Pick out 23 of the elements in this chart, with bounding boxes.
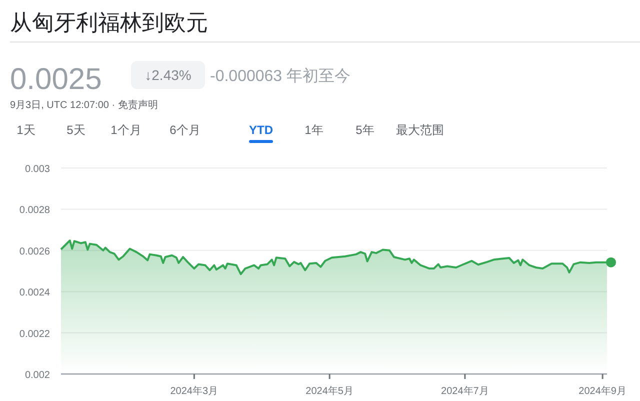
text: 最大范围	[396, 123, 444, 137]
y-tick-label: 0.0022	[19, 328, 50, 340]
text: 6个月	[170, 123, 200, 137]
x-tick-label: 2024年3月	[170, 385, 218, 397]
text: 1天	[16, 123, 36, 137]
text: -0.000063 年初至今	[210, 67, 351, 85]
text: ↓2.43%	[144, 67, 192, 83]
y-tick-label: 0.0028	[19, 205, 50, 216]
text: 5年	[356, 123, 374, 137]
chart-title: 从匈牙利福林到欧元	[10, 10, 208, 35]
text: 0.0025	[10, 63, 102, 96]
y-tick-label: 0.0024	[19, 288, 50, 299]
text: 1个月	[110, 123, 142, 137]
y-tick-label: 0.002	[24, 370, 50, 381]
y-tick-label: 0.003	[24, 164, 50, 175]
text: 5天	[66, 123, 86, 137]
y-tick-label: 0.0026	[19, 246, 50, 258]
text: 1年	[304, 123, 324, 137]
text: 9月3日, UTC 12:07:00 · 免责声明	[10, 99, 158, 111]
x-tick-label: 2024年9月	[578, 385, 626, 397]
text: YTD	[249, 123, 274, 137]
x-tick-label: 2024年5月	[306, 385, 354, 397]
x-tick-label: 2024年7月	[441, 385, 489, 397]
